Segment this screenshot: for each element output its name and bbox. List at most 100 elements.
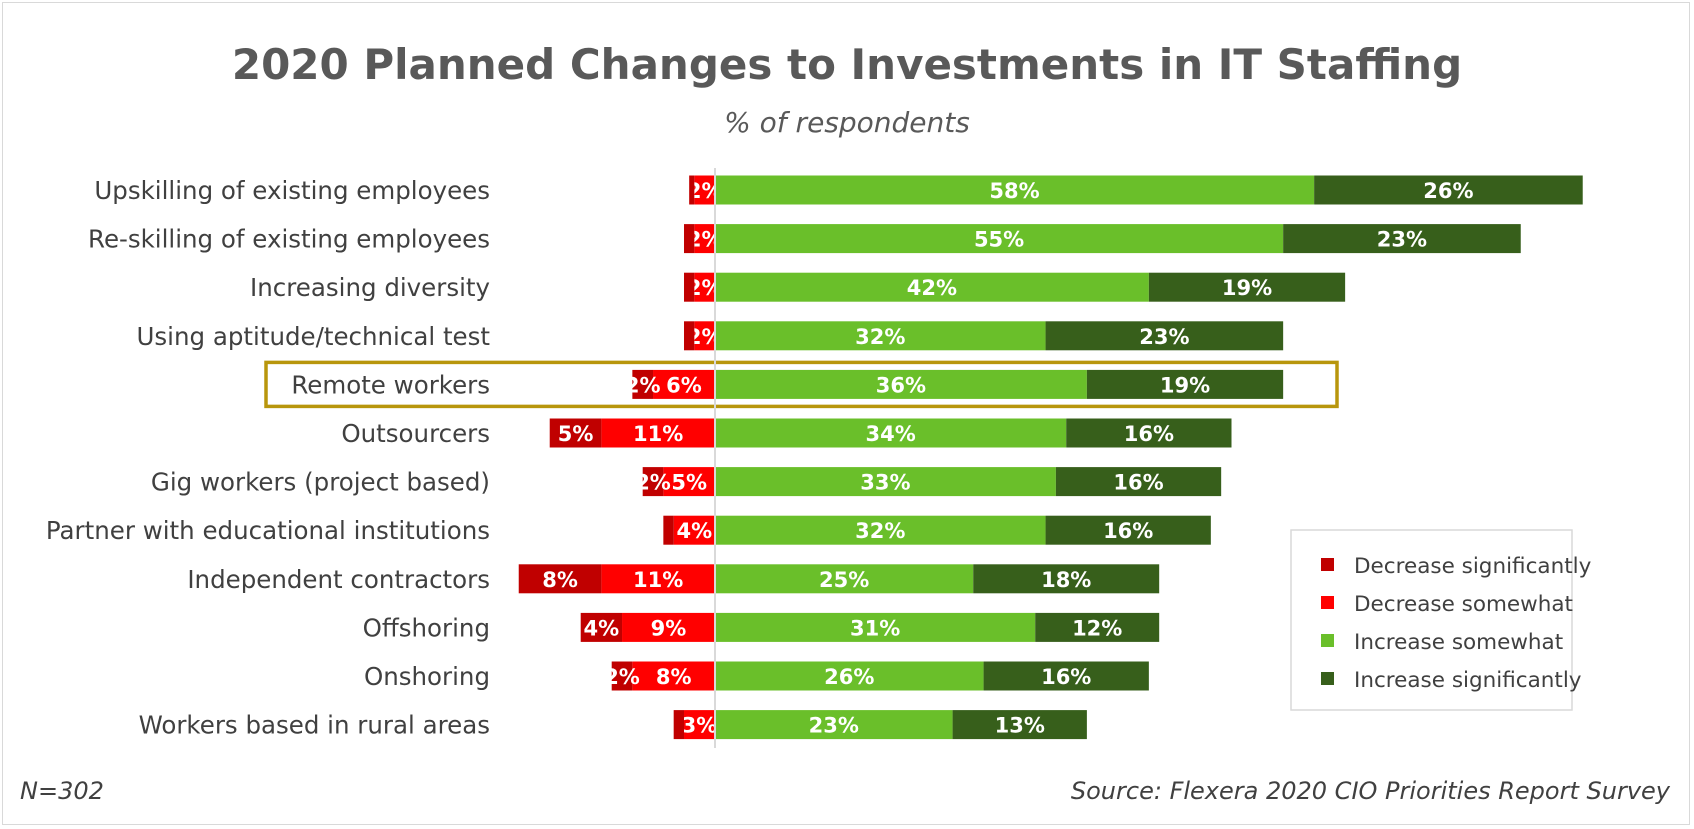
bar-increase-significantly-gig-workers-project-based [1055,467,1222,497]
bar-increase-significantly-independent-contractors [973,564,1160,594]
bar-label-decrease-significantly-onshoring: 2% [604,665,640,689]
bar-increase-somewhat-onshoring [715,661,984,691]
bar-increase-significantly-partner-with-educational-institutions [1045,515,1211,545]
bar-label-increase-somewhat-independent-contractors: 25% [819,568,869,592]
legend-swatch-increase-somewhat [1321,634,1334,647]
bar-decrease-significantly-offshoring [580,612,623,642]
bar-decrease-significantly-partner-with-educational-institutions [663,515,674,545]
legend-label-increase-significantly: Increase significantly [1354,668,1582,693]
sample-size-note: N=302 [20,777,104,805]
legend-label-decrease-somewhat: Decrease somewhat [1354,592,1573,617]
chart-subtitle: % of respondents [724,106,970,139]
bar-increase-significantly-upskilling-of-existing-employees [1314,175,1583,205]
bar-label-increase-significantly-gig-workers-project-based: 16% [1113,471,1163,495]
bar-label-decrease-somewhat-onshoring: 8% [656,665,692,689]
bar-label-decrease-significantly-remote-workers: 2% [625,373,661,397]
bar-increase-somewhat-re-skilling-of-existing-employees [715,224,1284,254]
bar-label-decrease-somewhat-independent-contractors: 11% [633,568,683,592]
bar-label-increase-somewhat-gig-workers-project-based: 33% [860,471,910,495]
bar-decrease-somewhat-increasing-diversity [694,272,715,302]
legend-box [1290,529,1573,711]
category-label-remote-workers: Remote workers [291,370,490,399]
bar-decrease-somewhat-gig-workers-project-based [663,467,715,497]
category-label-onshoring: Onshoring [364,662,490,691]
legend-swatch-decrease-somewhat [1321,596,1334,609]
highlight-box [264,360,1339,409]
bar-increase-somewhat-workers-based-in-rural-areas [715,710,953,740]
bar-increase-somewhat-upskilling-of-existing-employees [715,175,1315,205]
bar-label-increase-significantly-workers-based-in-rural-areas: 13% [995,714,1045,738]
bar-label-decrease-somewhat-remote-workers: 6% [666,373,702,397]
category-label-outsourcers: Outsourcers [341,419,490,448]
bar-label-increase-significantly-increasing-diversity: 19% [1222,276,1272,300]
bar-label-decrease-somewhat-offshoring: 9% [651,616,687,640]
bar-label-increase-somewhat-using-aptitude-technical-test: 32% [855,325,905,349]
bar-label-increase-significantly-offshoring: 12% [1072,616,1122,640]
bar-label-decrease-somewhat-gig-workers-project-based: 5% [671,471,707,495]
bar-increase-somewhat-increasing-diversity [715,272,1149,302]
bar-decrease-significantly-increasing-diversity [684,272,695,302]
bar-decrease-significantly-outsourcers [549,418,602,448]
bar-label-increase-somewhat-offshoring: 31% [850,616,900,640]
bar-label-decrease-significantly-offshoring: 4% [584,616,620,640]
bar-label-increase-somewhat-onshoring: 26% [824,665,874,689]
bar-increase-significantly-re-skilling-of-existing-employees [1283,224,1521,254]
bar-label-increase-significantly-remote-workers: 19% [1160,373,1210,397]
source-note: Source: Flexera 2020 CIO Priorities Repo… [1070,777,1670,805]
bar-decrease-significantly-independent-contractors [518,564,602,594]
legend-label-increase-somewhat: Increase somewhat [1354,630,1563,655]
category-label-upskilling-of-existing-employees: Upskilling of existing employees [94,176,490,205]
bar-decrease-somewhat-outsourcers [601,418,715,448]
bar-decrease-somewhat-using-aptitude-technical-test [694,321,715,351]
category-label-partner-with-educational-institutions: Partner with educational institutions [46,516,490,545]
bar-label-increase-significantly-using-aptitude-technical-test: 23% [1139,325,1189,349]
category-label-re-skilling-of-existing-employees: Re-skilling of existing employees [88,225,490,254]
bar-decrease-somewhat-independent-contractors [601,564,715,594]
bar-label-decrease-somewhat-workers-based-in-rural-areas: 3% [682,714,718,738]
bar-label-increase-somewhat-upskilling-of-existing-employees: 58% [989,179,1039,203]
bar-increase-significantly-workers-based-in-rural-areas [952,710,1087,740]
bar-label-increase-somewhat-outsourcers: 34% [865,422,915,446]
legend-swatch-increase-significantly [1321,672,1334,685]
bar-label-increase-significantly-independent-contractors: 18% [1041,568,1091,592]
category-label-increasing-diversity: Increasing diversity [250,273,490,302]
bar-label-decrease-significantly-gig-workers-project-based: 2% [635,471,671,495]
bar-increase-significantly-using-aptitude-technical-test [1045,321,1284,351]
bar-decrease-significantly-upskilling-of-existing-employees [689,175,695,205]
bar-decrease-somewhat-workers-based-in-rural-areas [684,710,715,740]
bar-label-increase-somewhat-remote-workers: 36% [876,373,926,397]
bar-label-decrease-significantly-outsourcers: 5% [558,422,594,446]
legend-label-decrease-significantly: Decrease significantly [1354,554,1592,579]
category-label-independent-contractors: Independent contractors [187,565,490,594]
bar-increase-somewhat-outsourcers [715,418,1067,448]
bar-label-decrease-somewhat-outsourcers: 11% [633,422,683,446]
bar-increase-significantly-increasing-diversity [1148,272,1346,302]
bar-label-increase-significantly-re-skilling-of-existing-employees: 23% [1377,228,1427,252]
chart-title: 2020 Planned Changes to Investments in I… [231,40,1463,89]
bar-increase-somewhat-gig-workers-project-based [715,467,1056,497]
bar-increase-somewhat-offshoring [715,612,1036,642]
bar-decrease-somewhat-upskilling-of-existing-employees [694,175,715,205]
bar-label-increase-somewhat-partner-with-educational-institutions: 32% [855,519,905,543]
bar-decrease-somewhat-re-skilling-of-existing-employees [694,224,715,254]
bar-decrease-somewhat-onshoring [632,661,715,691]
bar-label-decrease-somewhat-partner-with-educational-institutions: 4% [677,519,713,543]
bar-label-increase-significantly-outsourcers: 16% [1124,422,1174,446]
bar-decrease-somewhat-partner-with-educational-institutions [673,515,715,545]
bar-decrease-significantly-gig-workers-project-based [642,467,664,497]
bar-decrease-significantly-re-skilling-of-existing-employees [684,224,695,254]
bar-label-increase-significantly-partner-with-educational-institutions: 16% [1103,519,1153,543]
category-label-offshoring: Offshoring [363,613,490,642]
bar-increase-somewhat-remote-workers [715,369,1087,399]
bar-increase-somewhat-using-aptitude-technical-test [715,321,1046,351]
bar-decrease-significantly-onshoring [611,661,633,691]
legend-swatch-decrease-significantly [1321,558,1334,571]
bar-label-increase-significantly-upskilling-of-existing-employees: 26% [1423,179,1473,203]
category-label-using-aptitude-technical-test: Using aptitude/technical test [136,322,490,351]
category-label-gig-workers-project-based: Gig workers (project based) [151,468,490,497]
bar-label-increase-somewhat-increasing-diversity: 42% [907,276,957,300]
bar-label-increase-somewhat-re-skilling-of-existing-employees: 55% [974,228,1024,252]
bar-increase-somewhat-partner-with-educational-institutions [715,515,1046,545]
bar-decrease-significantly-remote-workers [632,369,654,399]
